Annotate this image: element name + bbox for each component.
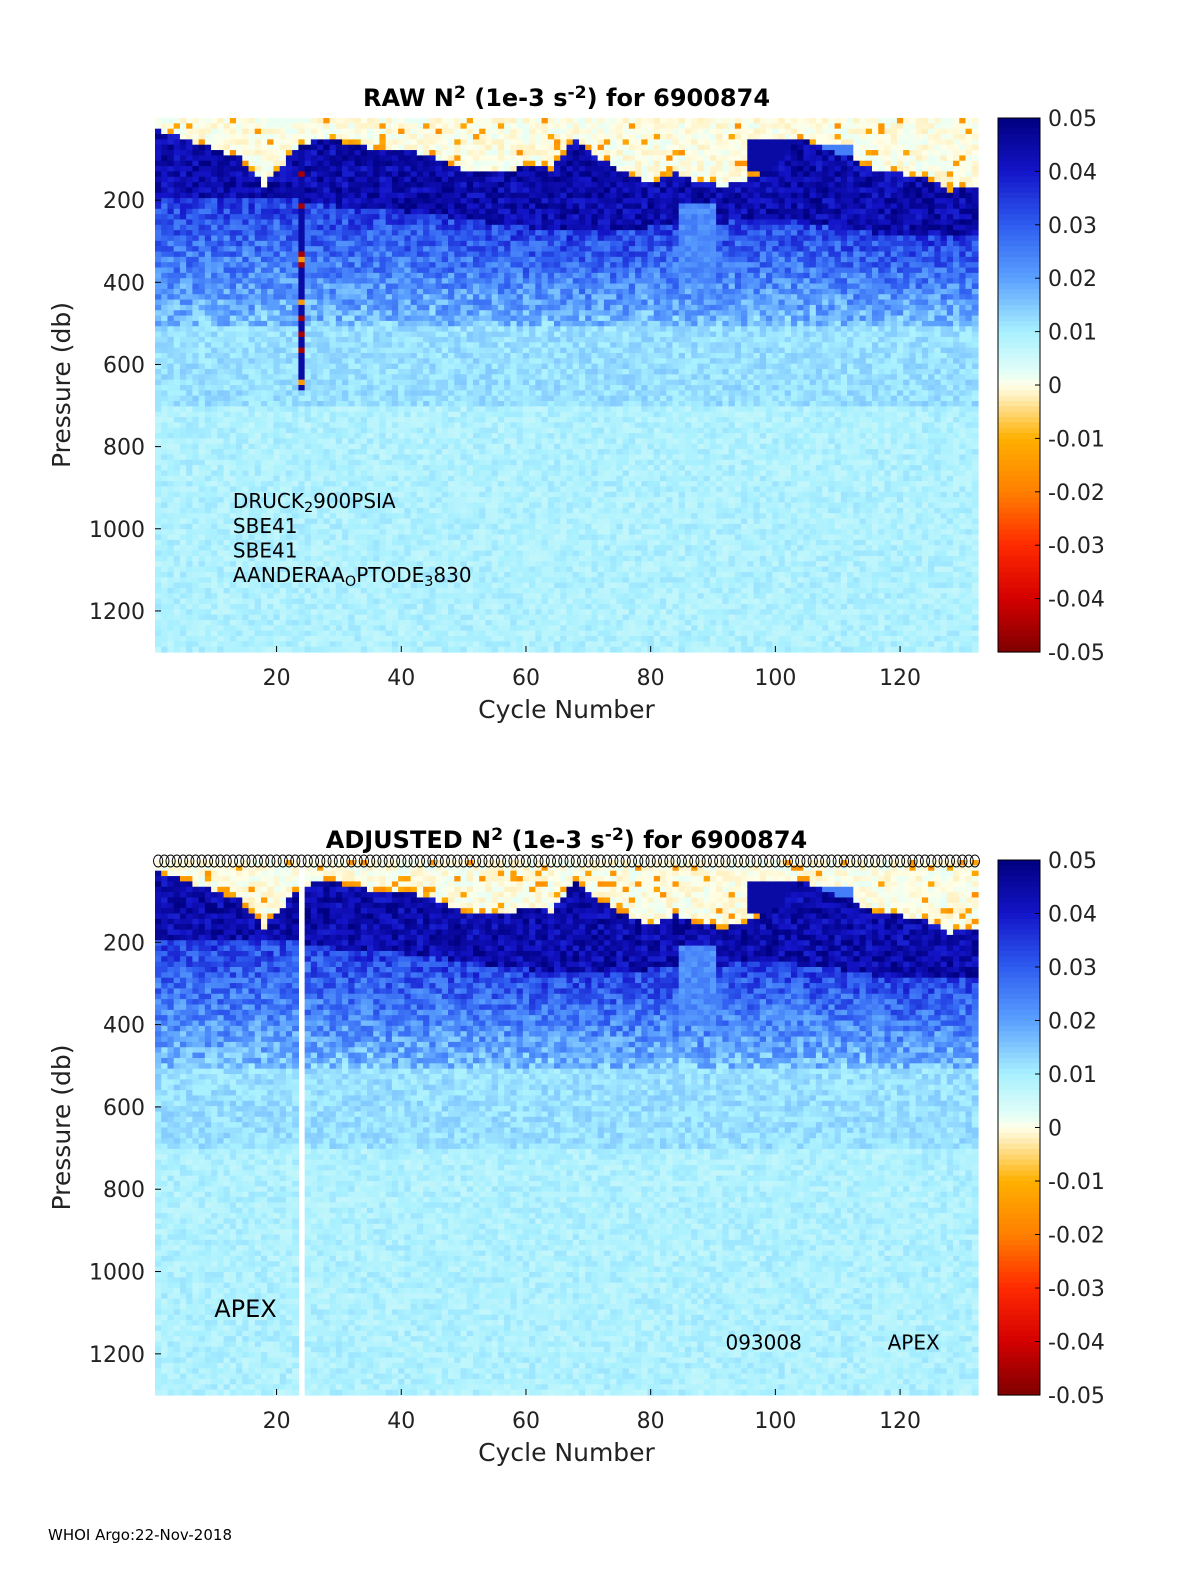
- x-axis-label: Cycle Number: [478, 1438, 655, 1467]
- colorbar-tick-label: -0.02: [1048, 1224, 1105, 1249]
- colorbar-tick-label: -0.03: [1048, 1277, 1105, 1302]
- annotation-text: 093008: [725, 1331, 801, 1355]
- y-tick-label: 400: [103, 1014, 145, 1039]
- x-tick-label: 20: [263, 666, 291, 691]
- x-tick-label: 40: [387, 1409, 415, 1434]
- y-tick-label: 800: [103, 436, 145, 461]
- y-tick-label: 800: [103, 1178, 145, 1203]
- colorbar-tick-label: -0.02: [1048, 481, 1105, 506]
- colorbar-tick-label: 0.01: [1048, 321, 1097, 346]
- x-tick-label: 100: [754, 1409, 796, 1434]
- footer-credit: WHOI Argo:22-Nov-2018: [48, 1526, 232, 1544]
- y-tick-label: 1200: [89, 600, 145, 625]
- x-tick-label: 120: [879, 666, 921, 691]
- colorbar-tick-label: 0.05: [1048, 849, 1097, 874]
- annotation-text: SBE41: [233, 514, 298, 538]
- colorbar-tick-label: -0.04: [1048, 588, 1105, 613]
- x-tick-label: 80: [637, 1409, 665, 1434]
- x-tick-label: 80: [637, 666, 665, 691]
- x-tick-label: 20: [263, 1409, 291, 1434]
- colorbar-tick-label: 0.04: [1048, 903, 1097, 928]
- colorbar-tick-label: -0.05: [1048, 1384, 1105, 1409]
- colorbar-tick-label: 0.04: [1048, 160, 1097, 185]
- x-axis-label: Cycle Number: [478, 695, 655, 724]
- annotation-text: APEX: [214, 1295, 277, 1323]
- colorbar-tick-label: 0: [1048, 374, 1062, 399]
- colorbar: 0.05 0.04 0.03 0.02 0.01 0 -0.01 -0.02 -0.03 -0.0…: [998, 849, 1105, 1409]
- x-tick-label: 100: [754, 666, 796, 691]
- heatmap-cells: [155, 860, 979, 1396]
- y-tick-label: 1200: [89, 1343, 145, 1368]
- y-axis-label: Pressure (db): [47, 1045, 76, 1211]
- chart-title: RAW N2 (1e-3 s-2) for 6900874: [363, 83, 770, 112]
- chart-title: ADJUSTED N2 (1e-3 s-2) for 6900874: [326, 825, 807, 854]
- colorbar-tick-label: -0.04: [1048, 1331, 1105, 1356]
- annotation-text: SBE41: [233, 539, 298, 563]
- y-axis-label: Pressure (db): [47, 302, 76, 468]
- y-tick-label: 1000: [89, 518, 145, 543]
- x-tick-label: 120: [879, 1409, 921, 1434]
- chart-panel-2: ADJUSTED N2 (1e-3 s-2) for 6900874 20 40 60…: [47, 825, 1105, 1467]
- colorbar-tick-label: -0.05: [1048, 641, 1105, 666]
- colorbar-tick-label: -0.03: [1048, 534, 1105, 559]
- annotation-text: DRUCK2900PSIA: [233, 489, 396, 516]
- x-tick-label: 60: [512, 666, 540, 691]
- colorbar-tick-label: 0.03: [1048, 214, 1097, 239]
- y-tick-label: 1000: [89, 1261, 145, 1286]
- x-tick-label: 60: [512, 1409, 540, 1434]
- chart-panel-1: RAW N2 (1e-3 s-2) for 6900874 20 40 60 80 100…: [47, 83, 1105, 724]
- y-tick-label: 400: [103, 271, 145, 296]
- colorbar-tick-label: -0.01: [1048, 427, 1105, 452]
- colorbar-tick-label: 0: [1048, 1117, 1062, 1142]
- y-tick-label: 600: [103, 353, 145, 378]
- colorbar-tick-label: -0.01: [1048, 1170, 1105, 1195]
- y-tick-label: 600: [103, 1096, 145, 1121]
- colorbar: 0.05 0.04 0.03 0.02 0.01 0 -0.01 -0.02 -0.03 -0.0…: [998, 107, 1105, 666]
- colorbar-tick-label: 0.03: [1048, 956, 1097, 981]
- colorbar-tick-label: 0.02: [1048, 267, 1097, 292]
- colorbar-tick-label: 0.05: [1048, 107, 1097, 132]
- colorbar-tick-label: 0.01: [1048, 1063, 1097, 1088]
- y-tick-label: 200: [103, 189, 145, 214]
- x-tick-label: 40: [387, 666, 415, 691]
- annotation-text: APEX: [888, 1331, 940, 1355]
- y-tick-label: 200: [103, 931, 145, 956]
- colorbar-tick-label: 0.02: [1048, 1010, 1097, 1035]
